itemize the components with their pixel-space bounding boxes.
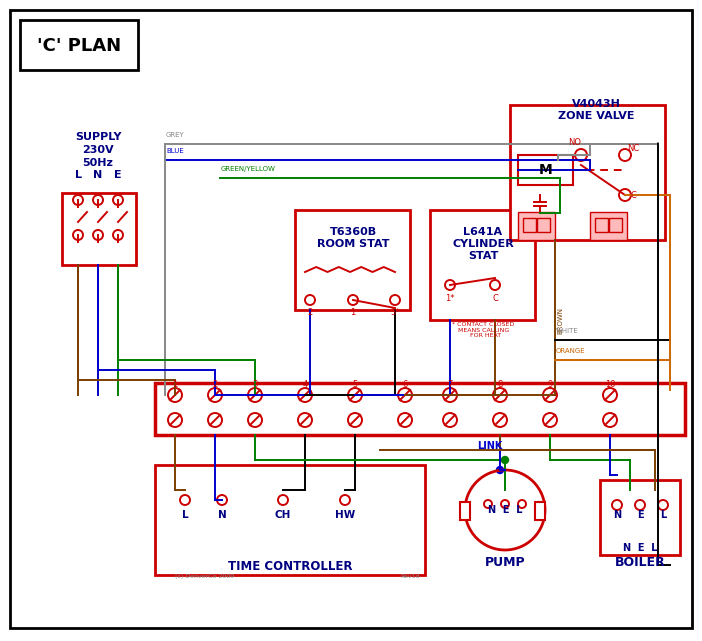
Text: BROWN: BROWN: [557, 306, 563, 333]
Bar: [595, 218, 608, 232]
Text: * CONTACT CLOSED
 MEANS CALLING
   FOR HEAT: * CONTACT CLOSED MEANS CALLING FOR HEAT: [452, 322, 514, 338]
Bar: [62, 193, 136, 265]
Text: 1*: 1*: [445, 294, 455, 303]
Text: STAT: STAT: [468, 251, 498, 261]
Text: 3*: 3*: [390, 308, 400, 317]
Bar: [537, 218, 550, 232]
Text: WHITE: WHITE: [556, 328, 578, 334]
Text: M: M: [539, 163, 553, 177]
Bar: [518, 212, 555, 240]
Text: TIME CONTROLLER: TIME CONTROLLER: [227, 560, 352, 574]
Text: N: N: [218, 510, 226, 520]
Text: SUPPLY
230V
50Hz: SUPPLY 230V 50Hz: [74, 132, 121, 169]
Bar: [20, 20, 138, 70]
Bar: [518, 155, 573, 185]
Text: L: L: [74, 170, 81, 180]
Text: N  E  L: N E L: [623, 543, 657, 553]
Bar: [523, 218, 536, 232]
Text: NC: NC: [627, 144, 639, 153]
Text: E: E: [637, 510, 643, 520]
Text: 1: 1: [173, 379, 178, 388]
Text: LINK: LINK: [477, 441, 503, 451]
Text: 3: 3: [252, 379, 258, 388]
Text: PUMP: PUMP: [484, 556, 525, 569]
Text: E: E: [114, 170, 122, 180]
Text: ORANGE: ORANGE: [556, 348, 585, 354]
Bar: [155, 383, 685, 435]
Bar: [600, 480, 680, 555]
Bar: [295, 210, 410, 310]
Text: L: L: [182, 510, 188, 520]
Text: BOILER: BOILER: [615, 556, 665, 569]
Text: (c) DenverCo 2009: (c) DenverCo 2009: [175, 574, 234, 579]
Text: 5: 5: [352, 379, 357, 388]
Circle shape: [496, 467, 503, 474]
Text: CH: CH: [274, 510, 291, 520]
Text: NO: NO: [569, 138, 581, 147]
Text: GREY: GREY: [166, 132, 185, 138]
Text: BLUE: BLUE: [166, 148, 184, 154]
Bar: [609, 218, 622, 232]
Text: HW: HW: [335, 510, 355, 520]
Text: N: N: [613, 510, 621, 520]
Bar: [535, 502, 545, 520]
Text: GREEN/YELLOW: GREEN/YELLOW: [221, 166, 276, 172]
Text: 1: 1: [350, 308, 356, 317]
Text: 9: 9: [548, 379, 552, 388]
Text: 8: 8: [497, 379, 503, 388]
Text: N: N: [93, 170, 102, 180]
Text: 2: 2: [213, 379, 218, 388]
Text: C: C: [630, 190, 636, 199]
Text: 2: 2: [307, 308, 312, 317]
Bar: [155, 465, 425, 575]
Bar: [460, 502, 470, 520]
Text: 7: 7: [447, 379, 453, 388]
Text: CYLINDER: CYLINDER: [452, 239, 514, 249]
Bar: [510, 105, 665, 240]
Text: C: C: [492, 294, 498, 303]
Text: V4043H
ZONE VALVE: V4043H ZONE VALVE: [558, 99, 634, 121]
Text: ROOM STAT: ROOM STAT: [317, 239, 389, 249]
Text: Rev1d: Rev1d: [400, 574, 420, 579]
Text: 4: 4: [303, 379, 307, 388]
Bar: [590, 212, 627, 240]
Text: N  E  L: N E L: [488, 505, 522, 515]
Bar: [430, 210, 535, 320]
Text: 6: 6: [402, 379, 408, 388]
Text: L: L: [660, 510, 666, 520]
Text: 'C' PLAN: 'C' PLAN: [37, 37, 121, 55]
Text: L641A: L641A: [463, 227, 503, 237]
Text: 10: 10: [604, 379, 615, 388]
Text: T6360B: T6360B: [329, 227, 376, 237]
Circle shape: [501, 456, 508, 463]
